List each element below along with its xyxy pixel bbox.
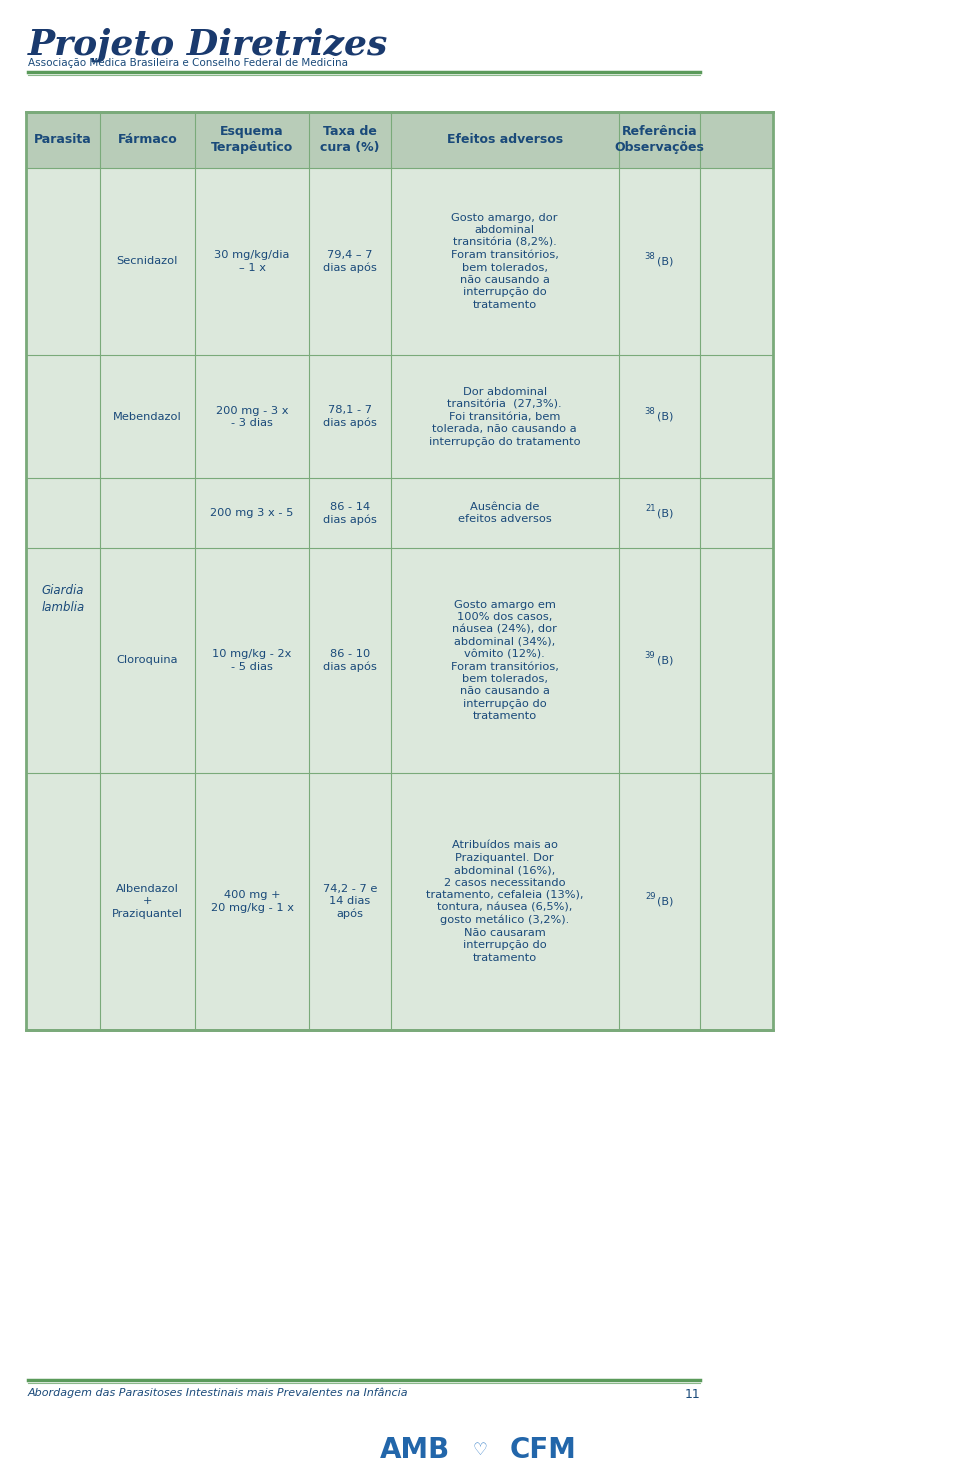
Text: Albendazol
+
Praziquantel: Albendazol + Praziquantel [112,885,182,919]
Text: 30 mg/kg/dia
– 1 x: 30 mg/kg/dia – 1 x [214,250,290,273]
Text: 38: 38 [645,408,656,416]
Text: 38: 38 [645,252,656,261]
Text: 39: 39 [645,651,656,659]
Text: Mebendazol: Mebendazol [113,412,181,422]
Text: 86 - 10
dias após: 86 - 10 dias após [323,649,377,671]
Text: (B): (B) [658,256,674,267]
Text: 74,2 - 7 e
14 dias
após: 74,2 - 7 e 14 dias após [323,883,377,919]
Text: 10 mg/kg - 2x
- 5 dias: 10 mg/kg - 2x - 5 dias [212,649,292,671]
Text: Abordagem das Parasitoses Intestinais mais Prevalentes na Infância: Abordagem das Parasitoses Intestinais ma… [28,1389,409,1399]
Text: Esquema
Terapêutico: Esquema Terapêutico [211,126,293,154]
Text: Projeto Diretrizes: Projeto Diretrizes [28,28,389,62]
Text: ♡: ♡ [472,1441,488,1458]
Text: Gosto amargo, dor
abdominal
transitória (8,2%).
Foram transitórios,
bem tolerado: Gosto amargo, dor abdominal transitória … [450,213,559,310]
Text: Atribuídos mais ao
Praziquantel. Dor
abdominal (16%),
2 casos necessitando
trata: Atribuídos mais ao Praziquantel. Dor abd… [426,840,584,963]
Bar [26,356,773,479]
Text: Efeitos adversos: Efeitos adversos [446,133,563,147]
Bar [26,167,773,356]
Text: Secnidazol: Secnidazol [117,256,178,267]
Text: (B): (B) [658,655,674,665]
Text: 78,1 - 7
dias após: 78,1 - 7 dias após [323,405,377,428]
Text: 29: 29 [645,892,656,901]
Text: Fármaco: Fármaco [117,133,178,147]
Text: Dor abdominal
transitória  (27,3%).
Foi transitória, bem
tolerada, não causando : Dor abdominal transitória (27,3%). Foi t… [429,387,581,446]
Text: Taxa de
cura (%): Taxa de cura (%) [321,126,379,154]
Text: Associação Médica Brasileira e Conselho Federal de Medicina: Associação Médica Brasileira e Conselho … [28,58,348,68]
Text: AMB: AMB [380,1436,450,1464]
Text: Cloroquina: Cloroquina [116,655,179,665]
Bar [26,113,773,1030]
Text: Giardia
lamblia: Giardia lamblia [41,584,84,614]
Text: 86 - 14
dias após: 86 - 14 dias após [323,501,377,525]
Text: (B): (B) [658,508,674,519]
Text: 79,4 – 7
dias após: 79,4 – 7 dias após [323,250,377,273]
Bar [26,548,773,774]
Text: CFM: CFM [510,1436,577,1464]
Bar [26,113,773,167]
Text: Referência
Observações: Referência Observações [614,126,705,154]
Bar [26,479,773,548]
Text: 11: 11 [684,1389,700,1400]
Text: 21: 21 [645,504,656,513]
Text: (B): (B) [658,412,674,422]
Text: Ausência de
efeitos adversos: Ausência de efeitos adversos [458,502,552,525]
Text: 400 mg +
20 mg/kg - 1 x: 400 mg + 20 mg/kg - 1 x [210,891,294,913]
Text: Parasita: Parasita [35,133,92,147]
Text: 200 mg - 3 x
- 3 dias: 200 mg - 3 x - 3 dias [216,406,288,428]
Text: (B): (B) [658,897,674,907]
Bar [26,774,773,1030]
Text: Gosto amargo em
100% dos casos,
náusea (24%), dor
abdominal (34%),
vômito (12%).: Gosto amargo em 100% dos casos, náusea (… [450,600,559,722]
Text: 200 mg 3 x - 5: 200 mg 3 x - 5 [210,508,294,519]
